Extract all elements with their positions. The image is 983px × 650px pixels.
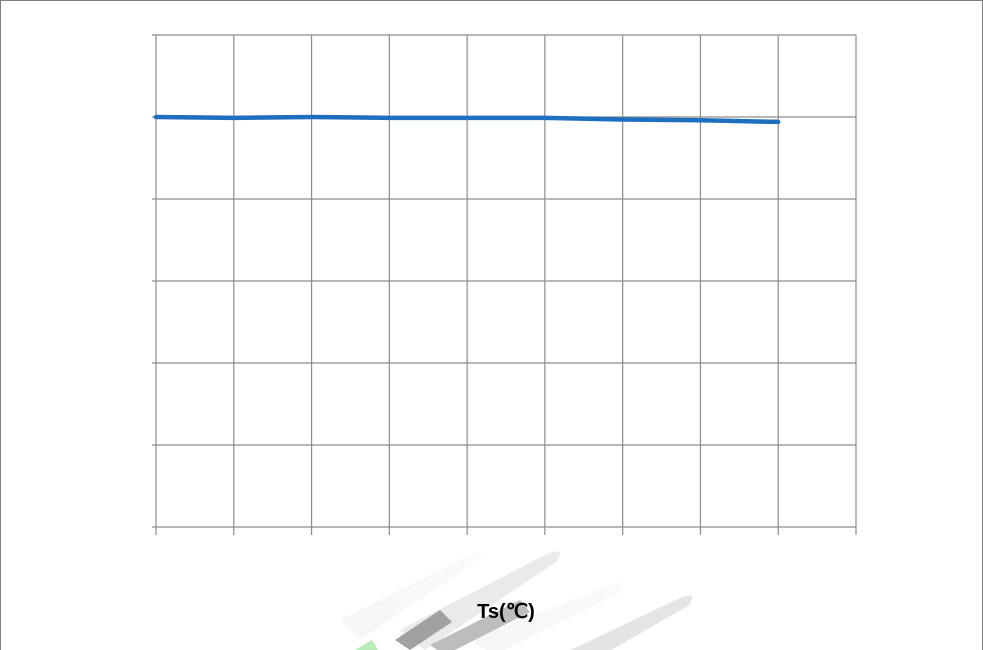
plot-area [152,34,857,535]
x-axis-title: Ts(℃) [477,601,535,623]
pen-brush-logo-watermark [340,551,693,650]
